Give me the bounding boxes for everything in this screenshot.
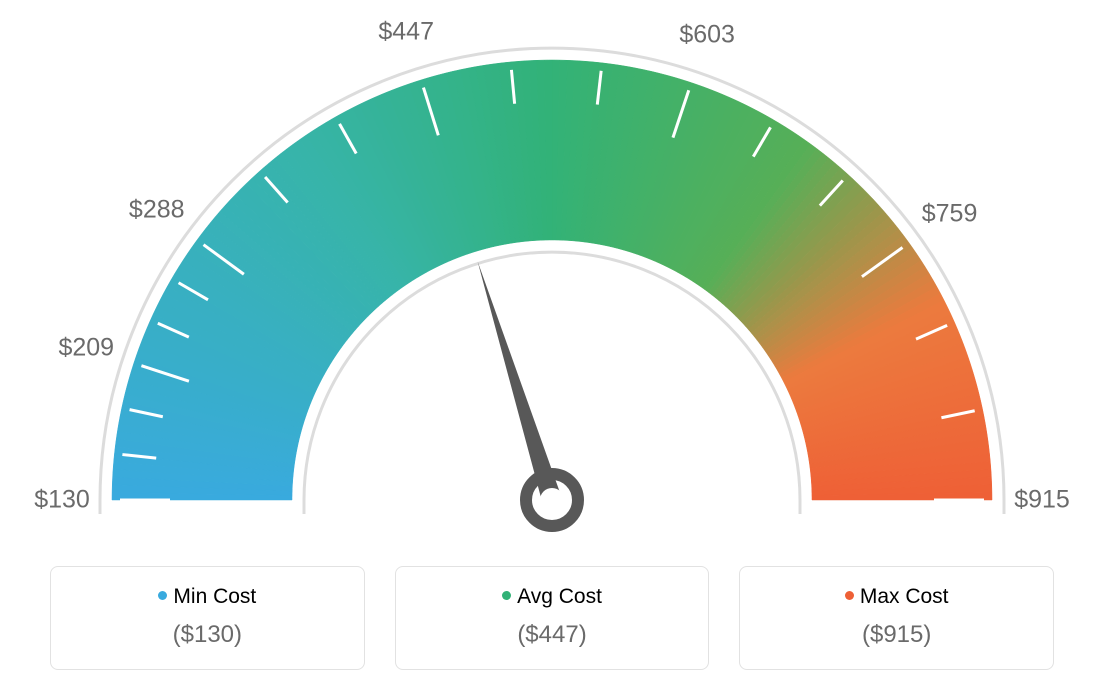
dot-icon bbox=[845, 591, 854, 600]
gauge-tick-label: $288 bbox=[129, 196, 185, 225]
gauge-tick-label: $759 bbox=[922, 199, 978, 228]
legend-title-avg-text: Avg Cost bbox=[517, 585, 602, 608]
legend: Min Cost ($130) Avg Cost ($447) Max Cost… bbox=[50, 566, 1054, 670]
gauge-tick-label: $915 bbox=[1014, 486, 1070, 515]
legend-value-min: ($130) bbox=[61, 621, 354, 649]
legend-card-avg: Avg Cost ($447) bbox=[395, 566, 710, 670]
legend-value-max: ($915) bbox=[750, 621, 1043, 649]
gauge-tick-label: $447 bbox=[378, 18, 434, 47]
dot-icon bbox=[502, 591, 511, 600]
legend-title-max: Max Cost bbox=[750, 585, 1043, 609]
gauge-tick-label: $130 bbox=[34, 486, 90, 515]
gauge-chart: $130 $209 $288 $447 $603 $759 $915 bbox=[0, 0, 1104, 560]
legend-title-avg: Avg Cost bbox=[406, 585, 699, 609]
legend-title-min-text: Min Cost bbox=[173, 585, 256, 608]
legend-title-min: Min Cost bbox=[61, 585, 354, 609]
gauge-tick-label: $209 bbox=[58, 333, 114, 362]
dot-icon bbox=[158, 591, 167, 600]
gauge-tick-label: $603 bbox=[679, 21, 735, 50]
gauge-svg bbox=[0, 0, 1104, 560]
legend-card-min: Min Cost ($130) bbox=[50, 566, 365, 670]
legend-title-max-text: Max Cost bbox=[860, 585, 949, 608]
legend-value-avg: ($447) bbox=[406, 621, 699, 649]
legend-card-max: Max Cost ($915) bbox=[739, 566, 1054, 670]
